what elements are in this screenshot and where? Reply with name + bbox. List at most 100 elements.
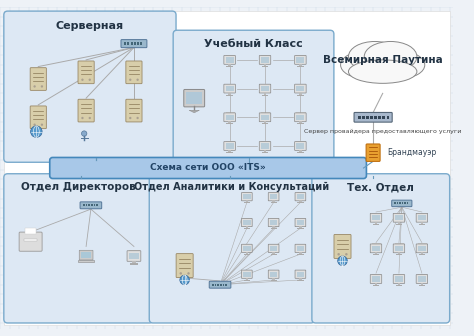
Bar xyxy=(226,55,235,62)
FancyBboxPatch shape xyxy=(78,61,94,84)
Bar xyxy=(226,141,235,148)
Circle shape xyxy=(31,126,42,137)
FancyBboxPatch shape xyxy=(184,89,205,107)
Bar xyxy=(395,213,404,220)
Bar xyxy=(261,86,269,91)
Bar xyxy=(243,269,252,277)
Bar xyxy=(261,57,269,62)
Bar xyxy=(262,66,268,67)
FancyBboxPatch shape xyxy=(127,251,141,261)
FancyBboxPatch shape xyxy=(259,55,271,64)
FancyBboxPatch shape xyxy=(19,232,42,251)
Bar xyxy=(296,86,304,91)
Bar xyxy=(226,66,233,67)
Bar xyxy=(134,42,136,45)
Bar xyxy=(402,203,403,204)
Bar xyxy=(297,244,305,251)
Bar xyxy=(370,116,373,119)
Bar xyxy=(218,284,219,286)
Circle shape xyxy=(337,253,340,255)
Bar xyxy=(223,284,224,286)
Bar xyxy=(273,201,275,202)
Bar xyxy=(358,116,361,119)
Circle shape xyxy=(180,275,190,285)
Bar xyxy=(220,284,222,286)
Bar xyxy=(140,42,143,45)
Bar xyxy=(297,269,305,277)
Bar xyxy=(186,92,202,104)
Text: Всемирная Паутина: Всемирная Паутина xyxy=(323,55,443,65)
FancyBboxPatch shape xyxy=(295,84,306,93)
FancyBboxPatch shape xyxy=(370,275,382,283)
Bar xyxy=(270,218,279,225)
Bar xyxy=(297,218,305,225)
Circle shape xyxy=(187,272,190,275)
FancyBboxPatch shape xyxy=(268,218,279,227)
Bar xyxy=(128,42,129,45)
Bar xyxy=(297,66,304,67)
Bar xyxy=(273,252,275,254)
Text: Тех. Отдел: Тех. Отдел xyxy=(347,182,414,192)
Bar xyxy=(418,215,426,220)
FancyBboxPatch shape xyxy=(173,30,334,162)
FancyBboxPatch shape xyxy=(268,270,279,278)
Bar xyxy=(296,143,304,149)
Bar xyxy=(244,228,250,229)
Bar xyxy=(130,263,138,264)
Bar xyxy=(297,202,303,203)
Bar xyxy=(246,201,248,202)
Bar xyxy=(228,121,231,123)
Bar xyxy=(299,226,301,228)
FancyBboxPatch shape xyxy=(126,99,142,122)
Bar xyxy=(226,143,234,149)
Text: Брандмауэр: Брандмауэр xyxy=(387,148,437,157)
Bar xyxy=(420,222,423,224)
Bar xyxy=(398,283,400,285)
FancyBboxPatch shape xyxy=(224,55,236,64)
FancyBboxPatch shape xyxy=(176,254,193,278)
Circle shape xyxy=(82,131,87,136)
FancyBboxPatch shape xyxy=(224,141,236,151)
Bar xyxy=(271,280,277,281)
Circle shape xyxy=(137,79,139,81)
Bar xyxy=(83,204,84,206)
Bar xyxy=(297,228,303,229)
Bar xyxy=(226,84,235,91)
Bar xyxy=(299,121,302,123)
FancyBboxPatch shape xyxy=(30,106,46,129)
Bar xyxy=(418,213,427,220)
Circle shape xyxy=(81,79,83,81)
Bar xyxy=(395,215,403,220)
FancyBboxPatch shape xyxy=(126,61,142,84)
Bar xyxy=(299,278,301,280)
Bar xyxy=(372,215,380,220)
Bar xyxy=(261,141,270,148)
Bar xyxy=(226,284,227,286)
FancyBboxPatch shape xyxy=(241,244,252,252)
FancyBboxPatch shape xyxy=(268,193,279,201)
Polygon shape xyxy=(189,110,200,113)
FancyBboxPatch shape xyxy=(295,141,306,151)
Bar xyxy=(296,57,304,62)
Bar xyxy=(418,274,427,281)
Bar xyxy=(374,283,377,285)
FancyBboxPatch shape xyxy=(80,202,102,209)
Text: Сервер провайдера предоставляющего услуги: Сервер провайдера предоставляющего услуг… xyxy=(304,129,461,134)
Bar xyxy=(131,42,133,45)
Bar xyxy=(228,64,231,66)
Bar xyxy=(404,203,406,204)
Bar xyxy=(261,55,270,62)
FancyBboxPatch shape xyxy=(224,84,236,93)
Bar xyxy=(270,194,277,199)
Bar xyxy=(394,203,396,204)
Bar xyxy=(244,254,250,255)
Bar xyxy=(418,276,426,282)
Bar xyxy=(299,150,302,152)
FancyBboxPatch shape xyxy=(295,270,306,278)
Bar xyxy=(91,204,92,206)
Circle shape xyxy=(129,117,131,119)
Bar xyxy=(419,285,425,286)
Bar xyxy=(297,280,303,281)
Bar xyxy=(378,116,381,119)
Bar xyxy=(296,84,306,91)
